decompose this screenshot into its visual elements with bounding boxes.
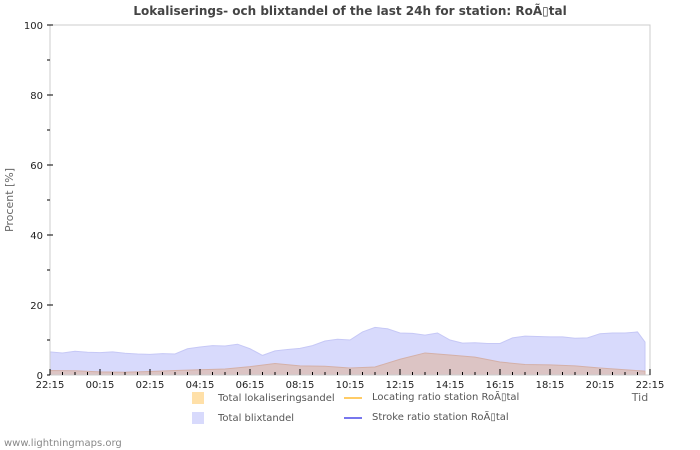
plot-border — [49, 24, 651, 376]
legend-item-stroke-ratio: Stroke ratio station RoÃ▯tal — [344, 412, 509, 423]
x-tick-label: 20:15 — [586, 380, 615, 391]
legend-label: Total lokaliseringsandel — [218, 392, 335, 404]
x-tick-label: 12:15 — [386, 380, 415, 391]
x-tick-label: 16:15 — [486, 380, 515, 391]
x-tick-label: 02:15 — [136, 380, 165, 391]
y-tick-label: 40 — [30, 231, 43, 242]
y-tick-label: 80 — [30, 91, 43, 102]
y-tick-label: 20 — [30, 301, 43, 312]
x-tick-label: 04:15 — [186, 380, 215, 391]
legend-label: Stroke ratio station RoÃ▯tal — [372, 412, 509, 423]
x-tick-label: 22:15 — [636, 380, 665, 391]
x-tick-label: 10:15 — [336, 380, 365, 391]
legend-swatch-icon — [192, 412, 204, 424]
x-tick-label: 06:15 — [236, 380, 265, 391]
footer-link[interactable]: www.lightningmaps.org — [4, 438, 122, 449]
legend-swatch-icon — [192, 392, 204, 404]
x-axis-title: Tid — [631, 391, 648, 404]
x-axis: 22:15 00:15 02:15 04:15 06:15 08:15 10:15 12:15… — [36, 369, 665, 391]
y-axis-title: Procent [%] — [3, 168, 16, 232]
legend-line-icon — [344, 416, 362, 419]
x-tick-label: 22:15 — [36, 380, 65, 391]
y-axis: 0 20 40 60 80 100 — [24, 21, 53, 382]
y-tick-label: 0 — [37, 371, 43, 382]
plot-frame — [49, 24, 651, 376]
x-tick-label: 14:15 — [436, 380, 465, 391]
legend-item-total-blixtandel: Total blixtandel — [192, 412, 294, 424]
y-tick-label: 60 — [30, 161, 43, 172]
legend-label: Total blixtandel — [218, 412, 295, 424]
x-tick-label: 00:15 — [86, 380, 115, 391]
legend-item-locating-ratio: Locating ratio station RoÃ▯tal — [344, 392, 519, 403]
legend-label: Locating ratio station RoÃ▯tal — [372, 392, 520, 403]
chart-title: Lokaliserings- och blixtandel of the las… — [133, 4, 567, 18]
data-areas — [49, 326, 646, 376]
legend-line-icon — [344, 396, 362, 399]
lokaliseringsandel-area — [49, 352, 646, 376]
legend-item-total-lokaliseringsandel: Total lokaliseringsandel — [192, 392, 335, 404]
y-tick-label: 100 — [24, 21, 43, 32]
x-tick-label: 08:15 — [286, 380, 315, 391]
x-tick-label: 18:15 — [536, 380, 565, 391]
